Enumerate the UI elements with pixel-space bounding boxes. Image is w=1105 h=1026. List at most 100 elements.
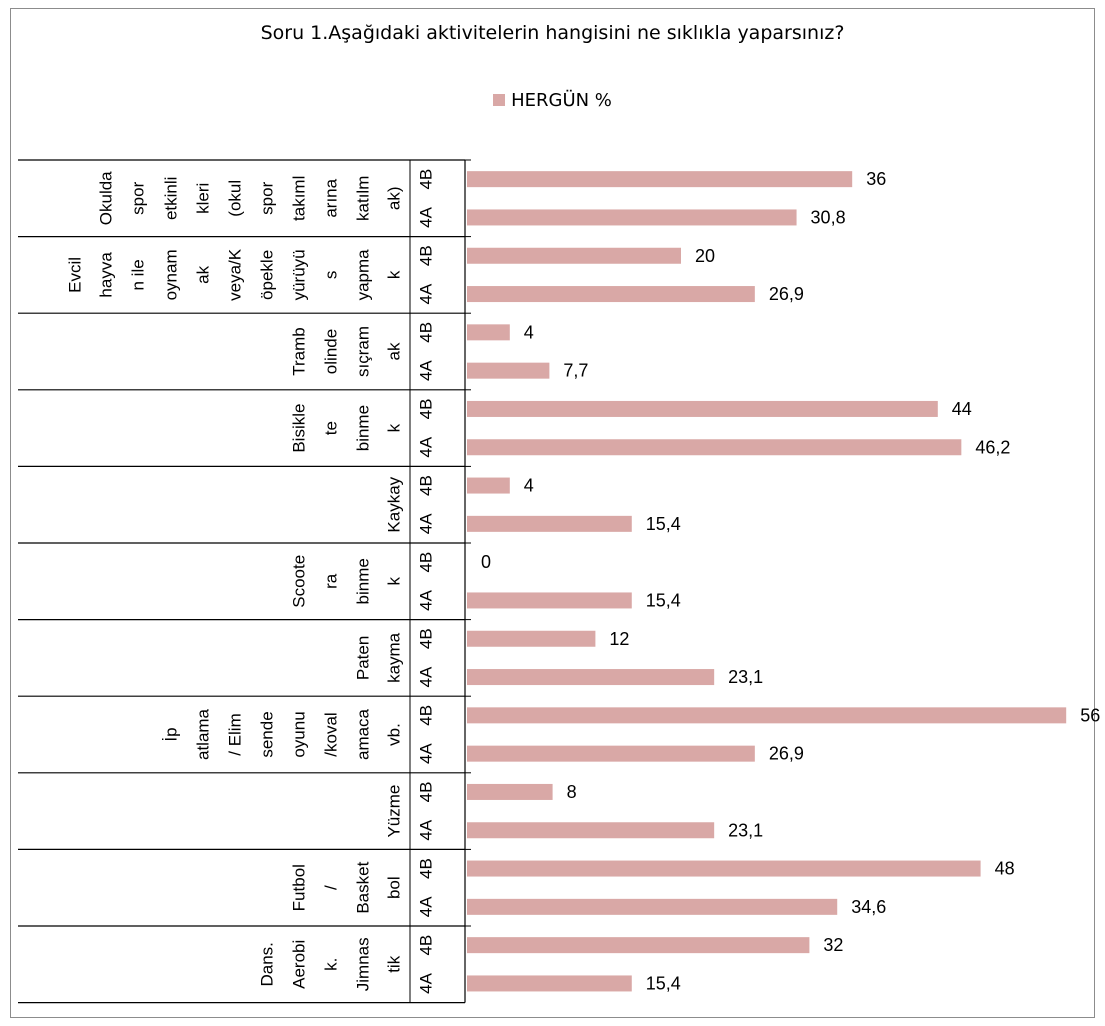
- category-label-line: veya/K: [226, 248, 245, 301]
- category-label-line: Basket: [354, 861, 373, 913]
- category-label-line: s: [322, 271, 341, 280]
- bar: [467, 171, 853, 188]
- category-label-line: /koval: [322, 712, 341, 756]
- category-label-line: te: [322, 421, 341, 435]
- bar: [467, 209, 797, 226]
- data-label: 23,1: [728, 820, 763, 840]
- category-label-line: Jimnas: [354, 937, 373, 991]
- bar: [467, 630, 596, 647]
- category-label-line: arına: [322, 178, 341, 217]
- bar: [467, 400, 938, 417]
- category-label-line: hayva: [97, 252, 116, 298]
- category-label-line: amaca: [354, 708, 373, 760]
- category-label-line: ak: [194, 265, 213, 283]
- category-label-line: Yüzme: [385, 785, 404, 838]
- data-label: 15,4: [646, 590, 681, 610]
- category-label-line: (okul: [226, 180, 245, 217]
- category-label-line: sende: [258, 711, 277, 757]
- bar: [467, 975, 632, 992]
- category-label-line: İp: [162, 727, 181, 741]
- category-label-line: binme: [354, 558, 373, 604]
- bar: [467, 439, 962, 456]
- category-label-line: takıml: [290, 176, 309, 221]
- category-label-line: kleri: [194, 183, 213, 214]
- data-label: 36: [866, 169, 886, 189]
- data-label: 20: [695, 246, 715, 266]
- bar: [467, 707, 1067, 724]
- category-label-line: vb.: [385, 723, 404, 746]
- bar: [467, 822, 715, 839]
- category-label-line: sıçram: [354, 326, 373, 377]
- category-label-line: spor: [129, 181, 148, 214]
- bar: [467, 515, 632, 532]
- category-label-line: /: [322, 885, 341, 890]
- category-label-line: k: [385, 577, 404, 586]
- data-label: 26,9: [769, 744, 804, 764]
- data-label: 26,9: [769, 284, 804, 304]
- bar: [467, 247, 681, 264]
- class-tick-label: 4B: [417, 399, 436, 420]
- class-tick-label: 4A: [417, 360, 436, 381]
- bar: [467, 286, 755, 303]
- category-label-line: Bisikle: [290, 404, 309, 453]
- category-label-line: oyunu: [290, 711, 309, 757]
- class-tick-label: 4B: [417, 475, 436, 496]
- category-label-line: / Elim: [226, 713, 245, 756]
- category-label-line: ra: [322, 573, 341, 589]
- category-label-line: Kaykay: [385, 476, 404, 532]
- class-tick-label: 4B: [417, 858, 436, 879]
- class-tick-label: 4A: [417, 972, 436, 993]
- class-tick-label: 4A: [417, 896, 436, 917]
- class-tick-label: 4B: [417, 552, 436, 573]
- category-label-line: tik: [385, 955, 404, 973]
- class-tick-label: 4A: [417, 206, 436, 227]
- data-label: 56: [1080, 705, 1100, 725]
- bar: [467, 898, 838, 915]
- category-label-line: ak): [385, 186, 404, 210]
- data-label: 46,2: [975, 437, 1010, 457]
- legend-label: HERGÜN %: [511, 90, 612, 111]
- bar: [467, 669, 715, 686]
- class-tick-label: 4B: [417, 628, 436, 649]
- bar: [467, 937, 810, 954]
- data-label: 23,1: [728, 667, 763, 687]
- category-label-line: etkinli: [162, 177, 181, 220]
- class-tick-label: 4A: [417, 283, 436, 304]
- category-label-line: yapma: [354, 249, 373, 301]
- class-tick-label: 4B: [417, 782, 436, 803]
- data-label: 44: [952, 399, 972, 419]
- legend: HERGÜN %: [0, 90, 1105, 111]
- category-label-line: bol: [385, 876, 404, 899]
- bar: [467, 324, 510, 341]
- category-label-line: ak: [385, 342, 404, 360]
- bar: [467, 745, 755, 762]
- data-label: 4: [524, 476, 534, 496]
- category-label-line: Dans.: [258, 942, 277, 986]
- category-label-line: yürüyü: [290, 249, 309, 300]
- category-label-line: k: [385, 423, 404, 432]
- category-label-line: atlama: [194, 708, 213, 760]
- category-label-line: Evcil: [66, 257, 85, 293]
- bar: [467, 592, 632, 609]
- data-label: 32: [823, 935, 843, 955]
- category-label-line: Okulda: [97, 171, 116, 225]
- class-tick-label: 4A: [417, 589, 436, 610]
- data-label: 15,4: [646, 973, 681, 993]
- legend-swatch: [493, 94, 506, 106]
- bar: [467, 860, 981, 877]
- category-label-line: Futbol: [290, 864, 309, 911]
- data-label: 0: [481, 552, 491, 572]
- category-label-line: spor: [258, 181, 277, 214]
- category-label-line: Aerobi: [290, 940, 309, 989]
- class-tick-label: 4B: [417, 245, 436, 266]
- data-label: 30,8: [811, 207, 846, 227]
- bar: [467, 783, 553, 800]
- category-label-line: n ile: [129, 259, 148, 290]
- data-label: 8: [567, 782, 577, 802]
- data-label: 12: [609, 629, 629, 649]
- category-label-line: öpekle: [258, 250, 277, 300]
- category-label-line: olinde: [322, 329, 341, 374]
- class-tick-label: 4B: [417, 322, 436, 343]
- class-tick-label: 4B: [417, 935, 436, 956]
